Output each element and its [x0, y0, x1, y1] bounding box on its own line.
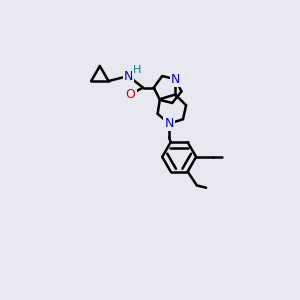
Text: N: N: [164, 117, 174, 130]
Text: O: O: [126, 88, 136, 101]
Text: N: N: [124, 70, 133, 83]
Text: N: N: [171, 73, 180, 85]
Text: H: H: [133, 65, 141, 75]
